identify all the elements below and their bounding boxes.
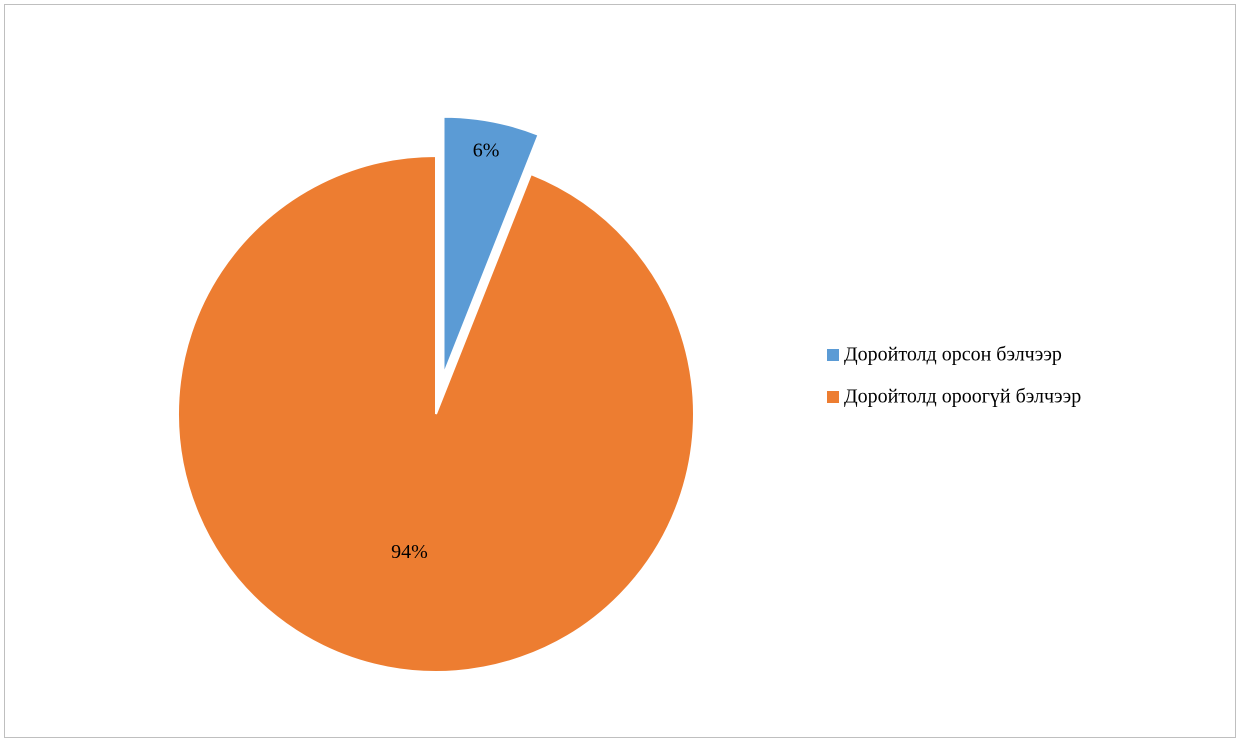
- legend-label-1: Доройтолд орсон бэлчээр: [844, 344, 1062, 366]
- pie-slices: [177, 115, 695, 673]
- pie-slice-1: [442, 115, 540, 376]
- legend-swatch-1: [827, 349, 839, 361]
- legend: Доройтолд орсон бэлчээр Доройтолд ороогүй…: [827, 344, 1081, 408]
- pie-data-labels: 6% 94%: [391, 139, 499, 563]
- pie-slice-2: [177, 154, 695, 673]
- data-label-1: 6%: [473, 139, 500, 161]
- legend-swatch-2: [827, 391, 839, 403]
- legend-label-2: Доройтолд ороогүй бэлчээр: [844, 386, 1081, 408]
- data-label-2: 94%: [391, 541, 428, 563]
- chart-frame: 6% 94% Доройтолд орсон бэлчээр Доройтолд о…: [4, 4, 1236, 738]
